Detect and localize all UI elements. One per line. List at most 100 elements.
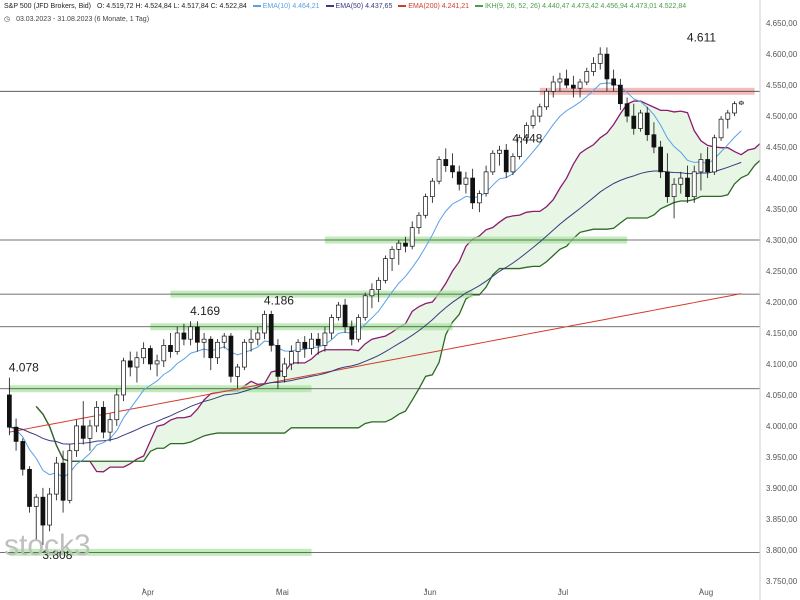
candle-up	[537, 106, 543, 117]
candle-up	[423, 196, 429, 216]
candle-up	[530, 115, 536, 126]
y-tick-label: 4.450,00	[766, 143, 798, 152]
candle-up	[288, 351, 294, 365]
candle-down	[644, 112, 650, 136]
candle-down	[450, 165, 455, 173]
candle-up	[544, 90, 549, 108]
candle-up	[53, 462, 59, 495]
candle-up	[691, 171, 697, 198]
chart-header: S&P 500 (JFD Brokers, Bid) O: 4.519,72 H…	[4, 3, 690, 10]
candle-down	[705, 159, 711, 173]
candle-up	[107, 419, 113, 433]
candle-down	[342, 304, 348, 328]
candle-down	[604, 53, 610, 80]
candle-down	[275, 345, 281, 377]
candle-down	[268, 314, 274, 346]
candle-up	[577, 81, 583, 89]
y-tick-label: 4.400,00	[766, 174, 798, 183]
candle-up	[476, 193, 482, 204]
candle-down	[470, 177, 476, 204]
price-annotation: 4.169	[190, 304, 220, 318]
candle-up	[584, 71, 590, 83]
candle-up	[523, 125, 529, 139]
candle-up	[322, 332, 328, 346]
candle-down	[168, 345, 173, 352]
y-tick-label: 4.350,00	[766, 205, 798, 214]
candle-up	[678, 177, 684, 185]
date-range: ◷ 03.03.2023 - 31.08.2023 (6 Monate, 1 T…	[4, 15, 153, 23]
y-tick-label: 3.750,00	[766, 577, 798, 586]
candle-up	[638, 112, 643, 129]
candle-up	[671, 183, 677, 198]
candle-down	[503, 149, 509, 173]
candle-up	[550, 81, 556, 92]
candle-down	[658, 146, 664, 173]
candle-up	[369, 289, 375, 297]
candle-up	[255, 332, 261, 340]
candle-down	[631, 115, 637, 129]
candle-down	[40, 496, 46, 526]
candle-up	[356, 317, 361, 340]
y-tick-label: 4.500,00	[766, 112, 798, 121]
y-tick-label: 3.800,00	[766, 546, 798, 555]
candle-up	[389, 248, 395, 259]
candle-down	[208, 338, 214, 359]
candle-up	[47, 493, 53, 526]
candle-up	[141, 348, 147, 359]
y-tick-label: 4.650,00	[766, 19, 798, 28]
candle-up	[262, 314, 267, 334]
candle-down	[60, 462, 66, 501]
candle-up	[295, 341, 301, 352]
y-tick-label: 4.150,00	[766, 329, 798, 338]
candle-down	[349, 326, 355, 340]
candle-up	[161, 345, 167, 362]
candle-up	[510, 156, 516, 173]
candle-up	[718, 118, 724, 139]
ema200-legend: EMA(200) 4.241,21	[398, 3, 469, 10]
candle-down	[624, 103, 630, 117]
candle-down	[6, 394, 12, 428]
candle-up	[201, 338, 207, 343]
candle-down	[617, 84, 623, 105]
candle-down	[564, 78, 570, 86]
candle-up	[248, 338, 254, 343]
x-tick-label: Jul	[558, 588, 568, 597]
candle-down	[302, 341, 308, 349]
y-axis: 4.650,00 4.600,00 4.550,00 4.500,00 4.450,00…	[759, 0, 800, 600]
candle-down	[570, 84, 576, 89]
cloud-fill	[36, 101, 769, 472]
candle-up	[174, 332, 180, 352]
candle-down	[651, 134, 657, 148]
price-annotation: 4.186	[264, 294, 294, 308]
candle-down	[194, 326, 200, 343]
candle-up	[74, 425, 79, 452]
candle-down	[315, 338, 321, 346]
candle-down	[147, 348, 153, 365]
candlesticks	[6, 47, 744, 545]
ema200-line	[9, 293, 742, 433]
candle-down	[80, 425, 86, 439]
y-tick-label: 4.550,00	[766, 81, 798, 90]
candle-up	[87, 425, 93, 439]
price-annotation: 4.448	[512, 131, 542, 145]
y-tick-label: 4.200,00	[766, 298, 798, 307]
x-axis: Apr Mai Jun Jul Aug	[142, 588, 713, 597]
candle-up	[114, 394, 120, 421]
candle-up	[382, 258, 388, 281]
candle-up	[591, 63, 596, 72]
candle-up	[329, 317, 335, 334]
candle-down	[443, 159, 449, 167]
candle-up	[738, 101, 744, 105]
candle-up	[409, 227, 415, 247]
candle-up	[309, 338, 314, 349]
candle-up	[282, 363, 288, 377]
y-tick-label: 4.300,00	[766, 236, 798, 245]
y-tick-label: 4.050,00	[766, 391, 798, 400]
x-tick-label: Apr	[142, 588, 155, 597]
ema10-legend: EMA(10) 4.464,21	[252, 3, 320, 10]
candle-up	[396, 242, 402, 250]
watermark: stock3	[4, 529, 91, 562]
candle-up	[215, 341, 220, 359]
